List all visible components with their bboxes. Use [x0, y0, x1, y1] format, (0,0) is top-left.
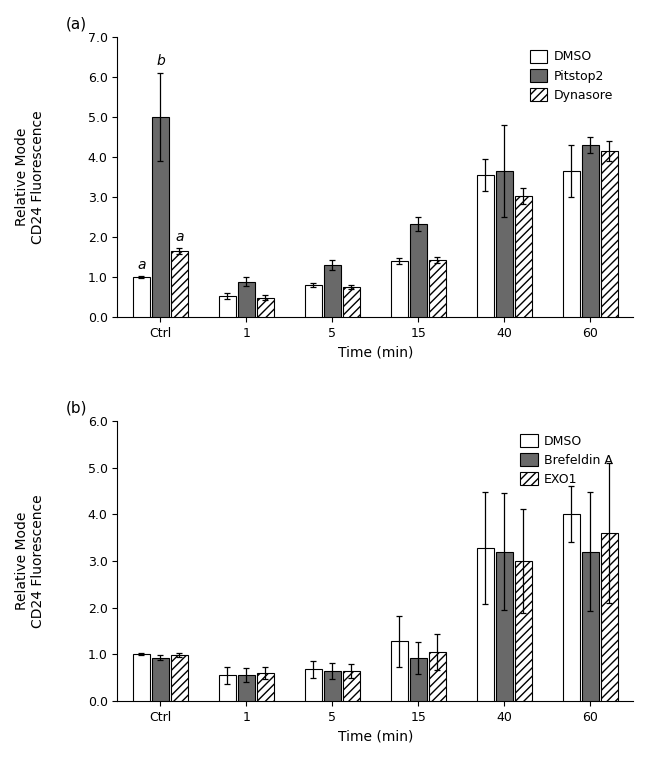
Bar — [410, 223, 427, 317]
Text: b: b — [156, 54, 164, 68]
Bar — [170, 251, 188, 317]
Bar — [515, 196, 532, 317]
Bar — [428, 260, 446, 317]
Bar — [582, 145, 599, 317]
Bar — [219, 676, 236, 701]
Bar — [238, 676, 255, 701]
Y-axis label: Relative Mode
CD24 Fluorescence: Relative Mode CD24 Fluorescence — [15, 110, 45, 244]
Bar — [151, 657, 169, 701]
Bar — [601, 151, 618, 317]
Bar — [563, 515, 580, 701]
Bar — [343, 287, 360, 317]
Text: (b): (b) — [66, 401, 87, 416]
Bar — [476, 175, 494, 317]
Bar — [343, 671, 360, 701]
Bar — [257, 298, 274, 317]
Bar — [238, 282, 255, 317]
Legend: DMSO, Brefeldin A, EXO1: DMSO, Brefeldin A, EXO1 — [517, 430, 617, 490]
Y-axis label: Relative Mode
CD24 Fluorescence: Relative Mode CD24 Fluorescence — [15, 494, 45, 628]
Bar — [219, 296, 236, 317]
Bar — [601, 533, 618, 701]
X-axis label: Time (min): Time (min) — [338, 345, 413, 359]
Bar — [305, 670, 322, 701]
Bar — [515, 561, 532, 701]
Text: a: a — [175, 230, 183, 244]
Bar — [476, 548, 494, 701]
Bar — [151, 117, 169, 317]
X-axis label: Time (min): Time (min) — [338, 730, 413, 743]
Bar — [582, 552, 599, 701]
Bar — [496, 552, 513, 701]
Bar — [410, 658, 427, 701]
Bar — [391, 641, 408, 701]
Bar — [428, 652, 446, 701]
Bar — [324, 671, 341, 701]
Bar — [324, 265, 341, 317]
Bar — [170, 655, 188, 701]
Bar — [563, 171, 580, 317]
Text: (a): (a) — [66, 17, 87, 31]
Text: a: a — [137, 258, 146, 272]
Bar — [496, 171, 513, 317]
Bar — [133, 654, 150, 701]
Legend: DMSO, Pitstop2, Dynasore: DMSO, Pitstop2, Dynasore — [526, 46, 617, 106]
Bar — [257, 673, 274, 701]
Bar — [391, 261, 408, 317]
Bar — [305, 285, 322, 317]
Bar — [133, 277, 150, 317]
